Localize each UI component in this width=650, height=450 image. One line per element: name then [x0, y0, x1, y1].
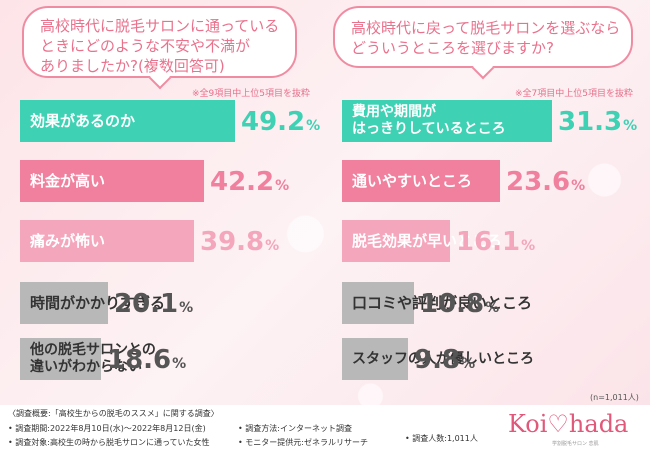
bar-label: スタッフの人が優しいところ: [352, 350, 534, 367]
footer-provider: • モニター提供元:ゼネラルリサーチ: [238, 438, 368, 447]
bar: [20, 220, 194, 262]
right-question-bubble: 高校時代に戻って脱毛サロンを選ぶなら どういうところを選びますか?: [333, 6, 633, 68]
bar: [342, 100, 552, 142]
bar: [342, 220, 450, 262]
bar: [342, 160, 500, 202]
bar-value: 39.8%: [200, 227, 280, 257]
koihada-logo-sub: 学割脱毛サロン 恋肌: [552, 441, 599, 447]
bar-value: 20.1%: [114, 289, 194, 319]
bar-label: 効果があるのか: [30, 111, 136, 130]
bar-label: 通いやすいところ: [352, 171, 473, 190]
bar: [342, 282, 414, 324]
bar: [20, 282, 108, 324]
left-question-line-1: 高校時代に脱毛サロンに通っている: [40, 17, 280, 35]
footer-count: • 調査人数:1,011人: [405, 434, 478, 443]
bar: [342, 338, 408, 380]
left-question-bubble: 高校時代に脱毛サロンに通っている ときにどのような不安や不満が ありましたか?(…: [22, 6, 297, 78]
bar-label: 痛みが怖い: [30, 231, 106, 250]
bar-value: 9.8%: [414, 345, 476, 375]
bar-label: 他の脱毛サロンとの 違いがわからない: [30, 342, 156, 375]
bar-label: 脱毛効果が早いところ: [352, 231, 503, 250]
bar-value: 16.1%: [456, 227, 536, 257]
footer-overview: 〈調査概要:「高校生からの脱毛のススメ」に関する調査〉: [8, 409, 219, 418]
bar-value: 49.2%: [241, 107, 321, 137]
footer: [0, 405, 650, 450]
footer-period: • 調査期間:2022年8月10日(水)〜2022年8月12日(金): [8, 424, 206, 433]
sample-size-note: (n=1,011人): [590, 393, 639, 402]
bar: [20, 338, 101, 380]
right-question-line-1: 高校時代に戻って脱毛サロンを選ぶなら: [351, 19, 621, 37]
bar-label: 時間がかかりすぎる: [30, 293, 166, 312]
bar-value: 18.6%: [107, 345, 187, 375]
bar: [20, 160, 204, 202]
bar-value: 31.3%: [558, 107, 638, 137]
right-question-line-2: どういうところを選びますか?: [351, 39, 554, 57]
bar-label: 費用や期間が はっきりしているところ: [352, 104, 506, 137]
bar-value: 42.2%: [210, 167, 290, 197]
left-question-line-2: ときにどのような不安や不満が: [40, 37, 251, 55]
koihada-logo: Koi♡hada: [508, 410, 629, 438]
left-note: ※全9項目中上位5項目を抜粋: [192, 89, 310, 99]
bar-label: 料金が高い: [30, 171, 106, 190]
right-note: ※全7項目中上位5項目を抜粋: [515, 89, 633, 99]
bar: [20, 100, 235, 142]
bar-value: 10.8%: [420, 289, 500, 319]
bar-value: 23.6%: [506, 167, 586, 197]
footer-target: • 調査対象:高校生の時から脱毛サロンに通っていた女性: [8, 438, 210, 447]
bar-label: 口コミや評判が良いところ: [352, 293, 533, 312]
footer-method: • 調査方法:インターネット調査: [238, 424, 352, 433]
left-question-line-3: ありましたか?(複数回答可): [40, 57, 225, 75]
